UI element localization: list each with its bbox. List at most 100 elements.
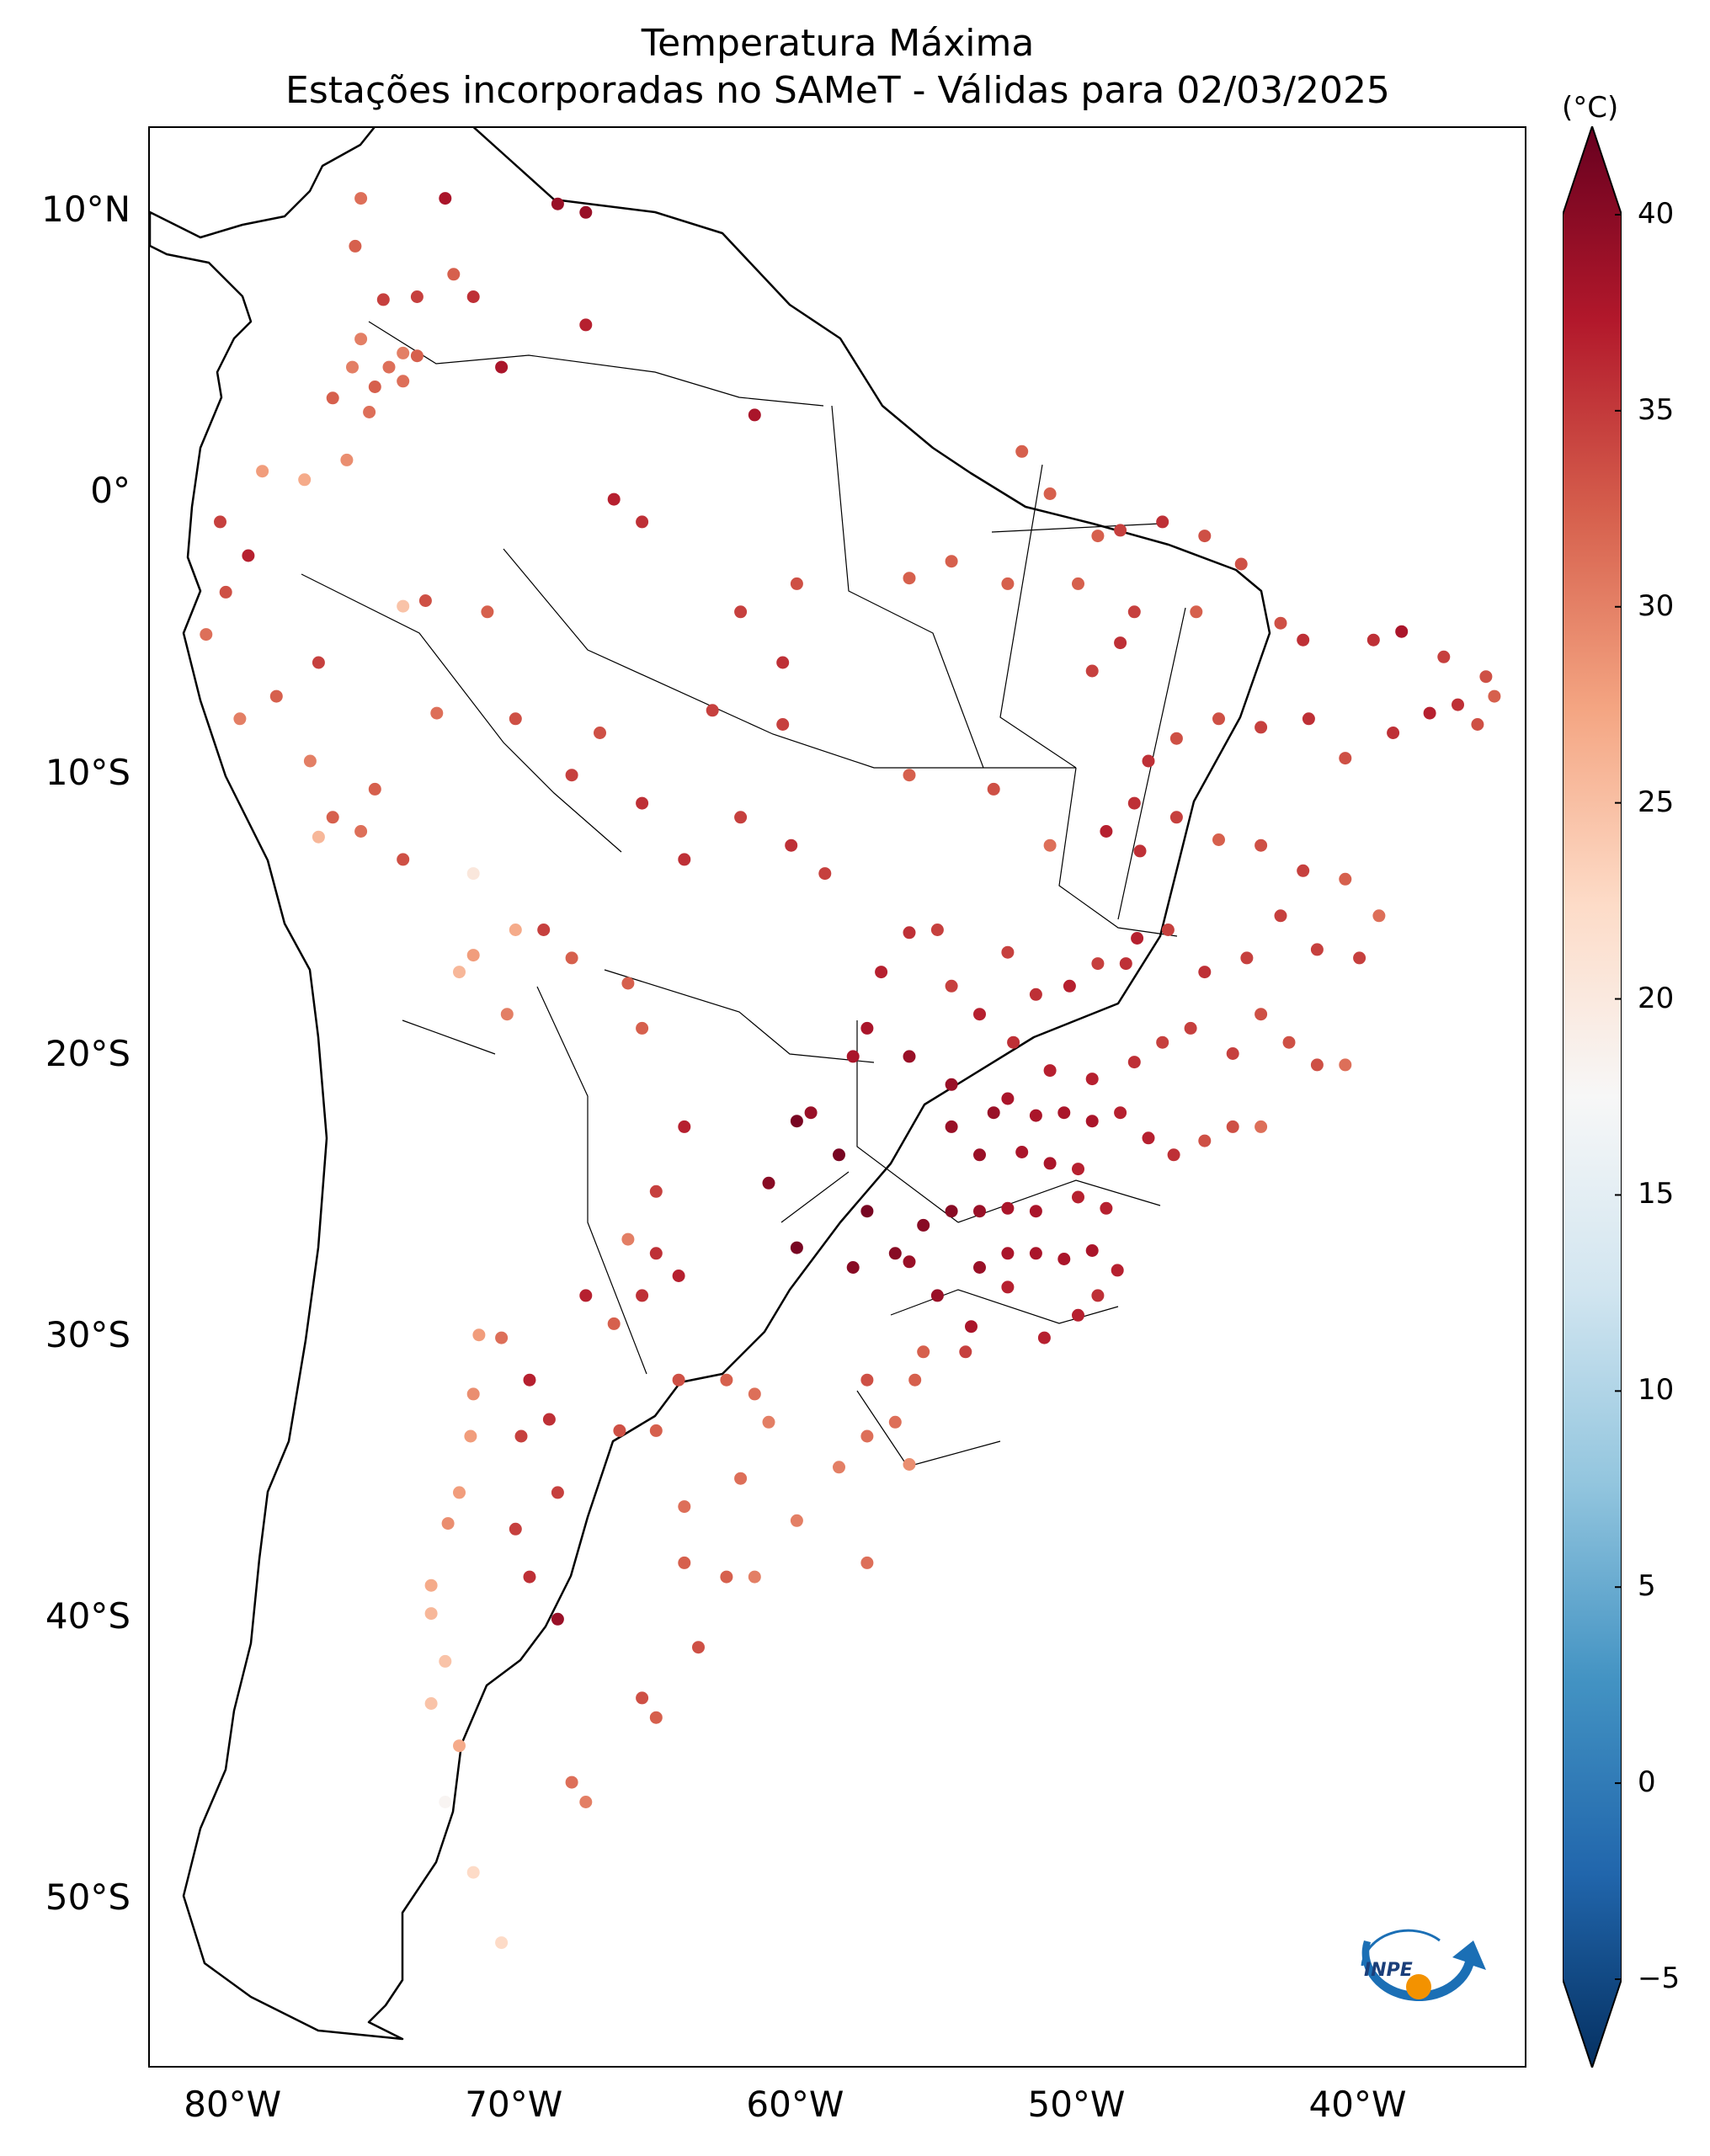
station-marker xyxy=(720,1570,733,1584)
station-marker xyxy=(1282,1035,1296,1049)
station-marker xyxy=(748,408,761,422)
station-marker xyxy=(1156,1035,1169,1049)
station-marker xyxy=(551,197,564,210)
station-marker xyxy=(903,572,916,585)
station-marker xyxy=(509,1522,522,1536)
station-marker xyxy=(1226,1120,1239,1133)
station-marker xyxy=(1015,445,1029,458)
station-marker xyxy=(1029,988,1042,1001)
station-marker xyxy=(354,333,368,346)
station-marker xyxy=(200,628,213,641)
station-marker xyxy=(833,1461,845,1474)
station-marker xyxy=(1001,1092,1015,1105)
station-marker xyxy=(1387,727,1400,739)
longitude-tick-label: 60°W xyxy=(746,2084,844,2125)
station-marker xyxy=(1072,577,1084,590)
latitude-tick-label: 30°S xyxy=(45,1314,131,1356)
station-marker xyxy=(418,594,432,607)
station-marker xyxy=(1100,1201,1113,1215)
station-marker xyxy=(410,349,424,363)
station-marker xyxy=(1072,1190,1084,1204)
station-marker xyxy=(1029,1247,1042,1260)
station-marker xyxy=(326,391,339,405)
station-marker xyxy=(1037,1331,1051,1344)
station-marker xyxy=(790,1241,803,1254)
station-marker xyxy=(551,1612,564,1626)
station-marker xyxy=(439,192,452,205)
station-marker xyxy=(1198,1134,1212,1147)
station-marker xyxy=(790,1115,803,1128)
station-marker xyxy=(269,689,283,703)
station-marker xyxy=(579,1289,593,1302)
station-marker xyxy=(565,1775,578,1789)
station-marker xyxy=(734,811,748,824)
station-marker xyxy=(678,1500,691,1514)
station-marker xyxy=(846,1050,860,1063)
station-marker xyxy=(1001,1201,1015,1215)
station-marker xyxy=(439,1796,452,1808)
station-marker xyxy=(1111,1264,1124,1277)
station-marker xyxy=(1167,1148,1180,1162)
station-marker xyxy=(466,1387,480,1401)
station-marker xyxy=(1119,957,1132,971)
border-line xyxy=(368,321,824,407)
station-marker xyxy=(1085,1244,1099,1257)
station-marker xyxy=(1169,811,1183,824)
station-marker xyxy=(340,453,354,466)
station-marker xyxy=(397,346,410,359)
station-marker xyxy=(636,1021,649,1035)
station-marker xyxy=(1184,1021,1197,1035)
station-marker xyxy=(453,1739,466,1753)
station-marker xyxy=(495,1331,509,1344)
station-marker xyxy=(509,924,522,936)
station-marker xyxy=(1212,833,1225,846)
station-marker xyxy=(346,360,359,374)
station-marker xyxy=(1001,1280,1015,1294)
station-marker xyxy=(818,867,832,881)
station-marker xyxy=(441,1517,455,1530)
station-marker xyxy=(903,1255,916,1269)
station-marker xyxy=(523,1570,536,1584)
station-marker xyxy=(453,966,466,979)
station-marker xyxy=(1255,721,1268,734)
station-marker xyxy=(565,951,578,965)
station-marker xyxy=(233,712,247,726)
border-line xyxy=(856,1390,1001,1467)
station-marker xyxy=(1339,1058,1352,1072)
station-marker xyxy=(424,1607,438,1621)
station-marker xyxy=(1085,664,1099,678)
station-marker xyxy=(1142,1131,1155,1145)
station-marker xyxy=(1043,838,1057,852)
station-marker xyxy=(1001,945,1015,959)
station-marker xyxy=(514,1429,528,1443)
station-marker xyxy=(613,1424,626,1437)
station-marker xyxy=(1169,732,1183,745)
station-marker xyxy=(1161,924,1175,936)
latitude-tick-label: 0° xyxy=(90,470,131,512)
station-marker xyxy=(860,1556,874,1569)
station-marker xyxy=(973,1205,986,1218)
station-marker xyxy=(1142,754,1155,768)
station-marker xyxy=(1043,487,1057,500)
station-marker xyxy=(973,1261,986,1274)
station-marker xyxy=(1302,712,1315,726)
station-marker xyxy=(1353,951,1366,965)
chart-title: Temperatura Máxima xyxy=(641,22,1035,65)
station-marker xyxy=(959,1345,972,1359)
station-marker xyxy=(1063,979,1076,993)
station-marker xyxy=(649,1184,663,1198)
station-marker xyxy=(242,549,255,562)
station-marker xyxy=(1437,650,1451,663)
logo-text: INPE xyxy=(1364,1960,1413,1981)
station-marker xyxy=(672,1373,685,1387)
station-marker xyxy=(1072,1308,1084,1322)
station-marker xyxy=(636,515,649,529)
station-marker xyxy=(579,205,593,219)
station-marker xyxy=(1452,698,1464,711)
station-marker xyxy=(945,1120,958,1133)
border-line xyxy=(604,969,875,1063)
station-marker xyxy=(930,1289,944,1302)
station-marker xyxy=(1100,825,1113,838)
station-marker xyxy=(945,979,958,993)
